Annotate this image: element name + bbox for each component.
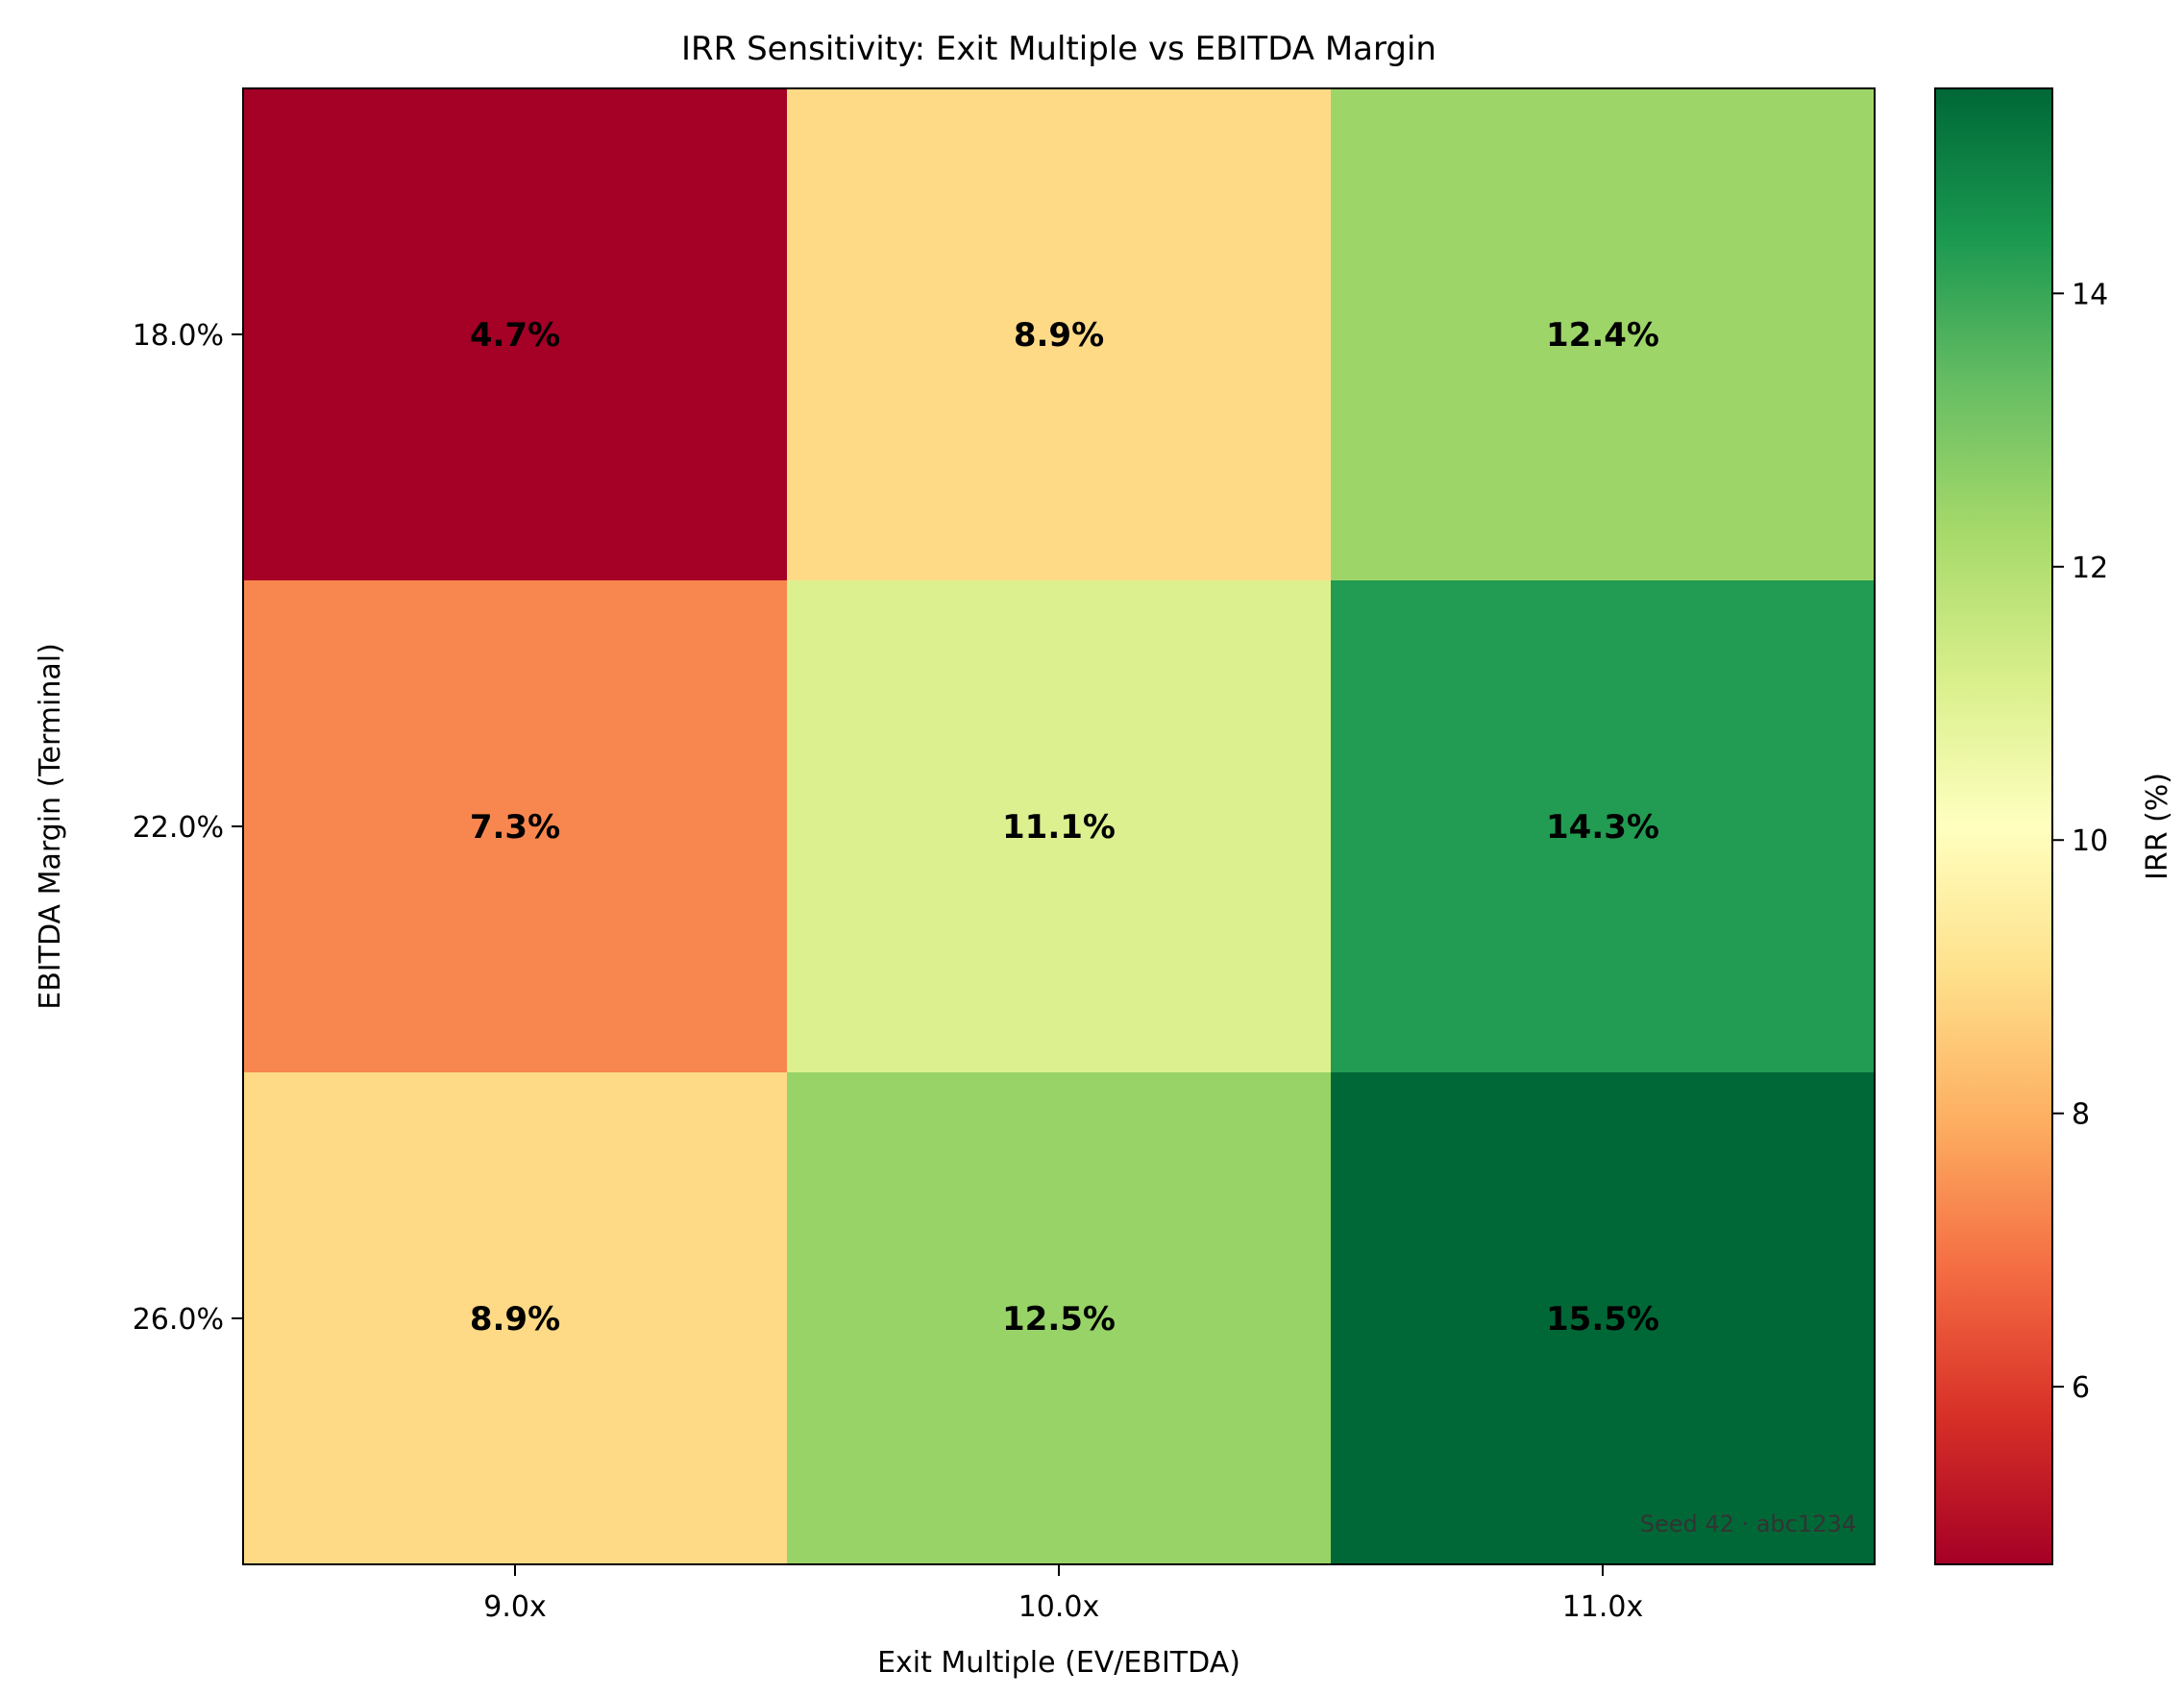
- heatmap-cell-labels: 4.7% 8.9% 12.4% 7.3% 11.1% 14.3% 8.9% 12.5% 15.5…: [470, 316, 1659, 1339]
- cell-value-label: 8.9%: [470, 1300, 560, 1339]
- colorbar-label: IRR (%): [2141, 773, 2174, 880]
- chart-title: IRR Sensitivity: Exit Multiple vs EBITDA…: [681, 30, 1436, 68]
- cell-value-label: 12.4%: [1546, 316, 1659, 355]
- colorbar: [1934, 87, 2053, 1565]
- x-tick-label: 9.0x: [483, 1590, 546, 1624]
- heatmap-cell: [1331, 580, 1875, 1072]
- y-tick-label: 18.0%: [133, 319, 224, 353]
- colorbar-tick-label: 12: [2072, 552, 2108, 585]
- heatmap-cell: [787, 88, 1331, 580]
- cell-value-label: 15.5%: [1546, 1300, 1659, 1339]
- y-tick-label: 22.0%: [133, 811, 224, 845]
- heatmap-cell: [1331, 88, 1875, 580]
- cell-value-label: 4.7%: [470, 316, 560, 355]
- y-axis-label: EBITDA Margin (Terminal): [34, 643, 67, 1010]
- x-axis-ticks: 9.0x 10.0x 11.0x: [483, 1564, 1643, 1624]
- x-tick-label: 10.0x: [1018, 1590, 1100, 1624]
- cell-value-label: 8.9%: [1014, 316, 1104, 355]
- colorbar-tick-label: 10: [2072, 824, 2108, 858]
- colorbar-ticks: 6 8 10 12 14: [2052, 278, 2108, 1405]
- heatmap-cell: [243, 580, 787, 1072]
- colorbar-tick-label: 14: [2072, 278, 2108, 311]
- heatmap-cell: [787, 1072, 1331, 1564]
- heatmap-cell: [1331, 1072, 1875, 1564]
- cell-value-label: 12.5%: [1002, 1300, 1116, 1339]
- x-tick-label: 11.0x: [1562, 1590, 1644, 1624]
- heatmap-cell: [243, 1072, 787, 1564]
- seed-annotation: Seed 42 · abc1234: [1640, 1511, 1856, 1537]
- cell-value-label: 7.3%: [470, 808, 560, 847]
- y-tick-label: 26.0%: [133, 1303, 224, 1337]
- cell-value-label: 11.1%: [1002, 808, 1116, 847]
- colorbar-tick-label: 6: [2072, 1371, 2090, 1405]
- cell-value-label: 14.3%: [1546, 808, 1659, 847]
- x-axis-label: Exit Multiple (EV/EBITDA): [877, 1646, 1240, 1680]
- heatmap-cell: [243, 88, 787, 580]
- heatmap-cell: [787, 580, 1331, 1072]
- colorbar-tick-label: 8: [2072, 1098, 2090, 1132]
- heatmap-cells: [243, 88, 1875, 1564]
- y-axis-ticks: 18.0% 22.0% 26.0%: [133, 319, 243, 1337]
